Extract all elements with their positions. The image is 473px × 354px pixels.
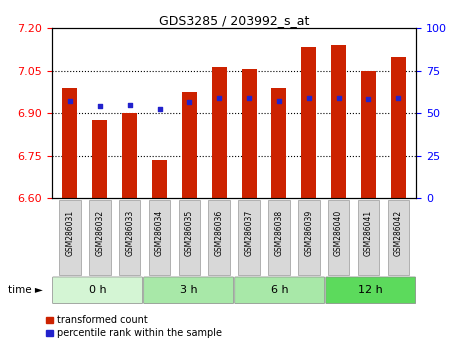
FancyBboxPatch shape <box>149 200 170 275</box>
Text: GSM286035: GSM286035 <box>185 210 194 256</box>
FancyBboxPatch shape <box>298 200 320 275</box>
Title: GDS3285 / 203992_s_at: GDS3285 / 203992_s_at <box>159 14 309 27</box>
Point <box>126 102 133 108</box>
Point <box>305 95 313 101</box>
Text: GSM286040: GSM286040 <box>334 210 343 256</box>
Text: 3 h: 3 h <box>180 285 197 295</box>
Bar <box>62 88 78 198</box>
Text: GSM286031: GSM286031 <box>65 210 74 256</box>
FancyBboxPatch shape <box>358 200 379 275</box>
Bar <box>152 160 167 198</box>
Bar <box>212 67 227 198</box>
FancyBboxPatch shape <box>238 200 260 275</box>
Point <box>215 95 223 101</box>
FancyBboxPatch shape <box>144 277 234 304</box>
Bar <box>331 45 346 198</box>
FancyBboxPatch shape <box>89 200 111 275</box>
Point <box>245 95 253 101</box>
Bar <box>242 69 256 198</box>
Text: time ►: time ► <box>8 285 43 295</box>
Legend: transformed count, percentile rank within the sample: transformed count, percentile rank withi… <box>43 312 226 342</box>
Point <box>394 95 402 101</box>
Bar <box>92 120 107 198</box>
Point <box>66 98 74 103</box>
Bar <box>122 113 137 198</box>
Text: GSM286039: GSM286039 <box>304 210 313 256</box>
Point <box>275 98 283 103</box>
Bar <box>182 92 197 198</box>
FancyBboxPatch shape <box>209 200 230 275</box>
Text: GSM286041: GSM286041 <box>364 210 373 256</box>
FancyBboxPatch shape <box>387 200 409 275</box>
FancyBboxPatch shape <box>179 200 200 275</box>
Point <box>365 96 372 102</box>
Point <box>335 95 342 101</box>
Point <box>96 103 104 109</box>
Bar <box>361 71 376 198</box>
Text: GSM286037: GSM286037 <box>245 210 254 256</box>
Text: GSM286032: GSM286032 <box>95 210 104 256</box>
Bar <box>301 47 316 198</box>
FancyBboxPatch shape <box>328 200 350 275</box>
Bar <box>391 57 406 198</box>
FancyBboxPatch shape <box>53 277 142 304</box>
FancyBboxPatch shape <box>326 277 416 304</box>
Point <box>185 99 193 105</box>
Text: GSM286038: GSM286038 <box>274 210 283 256</box>
FancyBboxPatch shape <box>235 277 324 304</box>
Text: 12 h: 12 h <box>359 285 383 295</box>
Text: 6 h: 6 h <box>271 285 289 295</box>
Text: GSM286036: GSM286036 <box>215 210 224 256</box>
Bar <box>272 88 286 198</box>
Text: 0 h: 0 h <box>89 285 106 295</box>
Text: GSM286034: GSM286034 <box>155 210 164 256</box>
FancyBboxPatch shape <box>268 200 289 275</box>
FancyBboxPatch shape <box>59 200 81 275</box>
FancyBboxPatch shape <box>119 200 140 275</box>
Text: GSM286042: GSM286042 <box>394 210 403 256</box>
Text: GSM286033: GSM286033 <box>125 210 134 256</box>
Point <box>156 106 163 112</box>
